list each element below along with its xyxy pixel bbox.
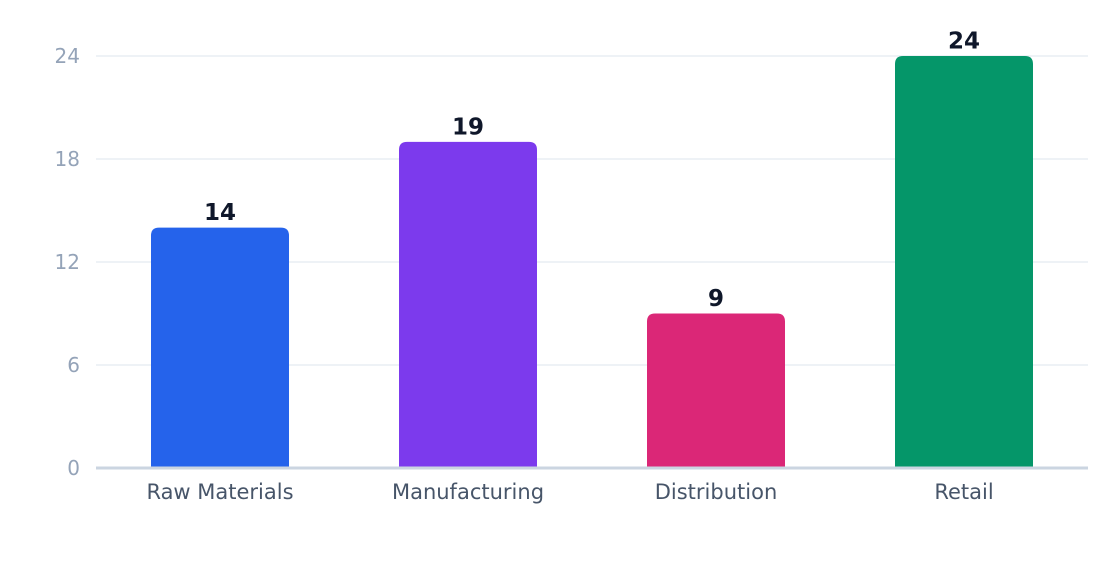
y-tick-label: 12 bbox=[55, 250, 80, 274]
x-tick-label: Retail bbox=[934, 480, 993, 504]
y-tick-label: 24 bbox=[55, 44, 80, 68]
x-axis: Raw Materials Manufacturing Distribution Re… bbox=[96, 466, 1088, 504]
value-label: 19 bbox=[452, 114, 484, 140]
y-tick-label: 6 bbox=[67, 353, 80, 377]
value-labels: 14 19 9 24 bbox=[204, 29, 980, 313]
value-label: 9 bbox=[708, 286, 724, 312]
x-tick-label: Manufacturing bbox=[392, 480, 544, 504]
bar-manufacturing bbox=[399, 141, 537, 469]
bar-distribution bbox=[647, 313, 785, 468]
bars bbox=[151, 56, 1033, 469]
x-tick-label: Raw Materials bbox=[146, 480, 293, 504]
bar-retail bbox=[895, 56, 1033, 468]
y-tick-label: 0 bbox=[67, 456, 80, 480]
y-axis: 0 6 12 18 24 bbox=[55, 44, 80, 480]
x-tick-label: Distribution bbox=[655, 480, 778, 504]
bar-raw-materials bbox=[151, 227, 289, 468]
value-label: 14 bbox=[204, 200, 236, 226]
y-tick-label: 18 bbox=[55, 147, 80, 171]
value-label: 24 bbox=[948, 29, 980, 55]
